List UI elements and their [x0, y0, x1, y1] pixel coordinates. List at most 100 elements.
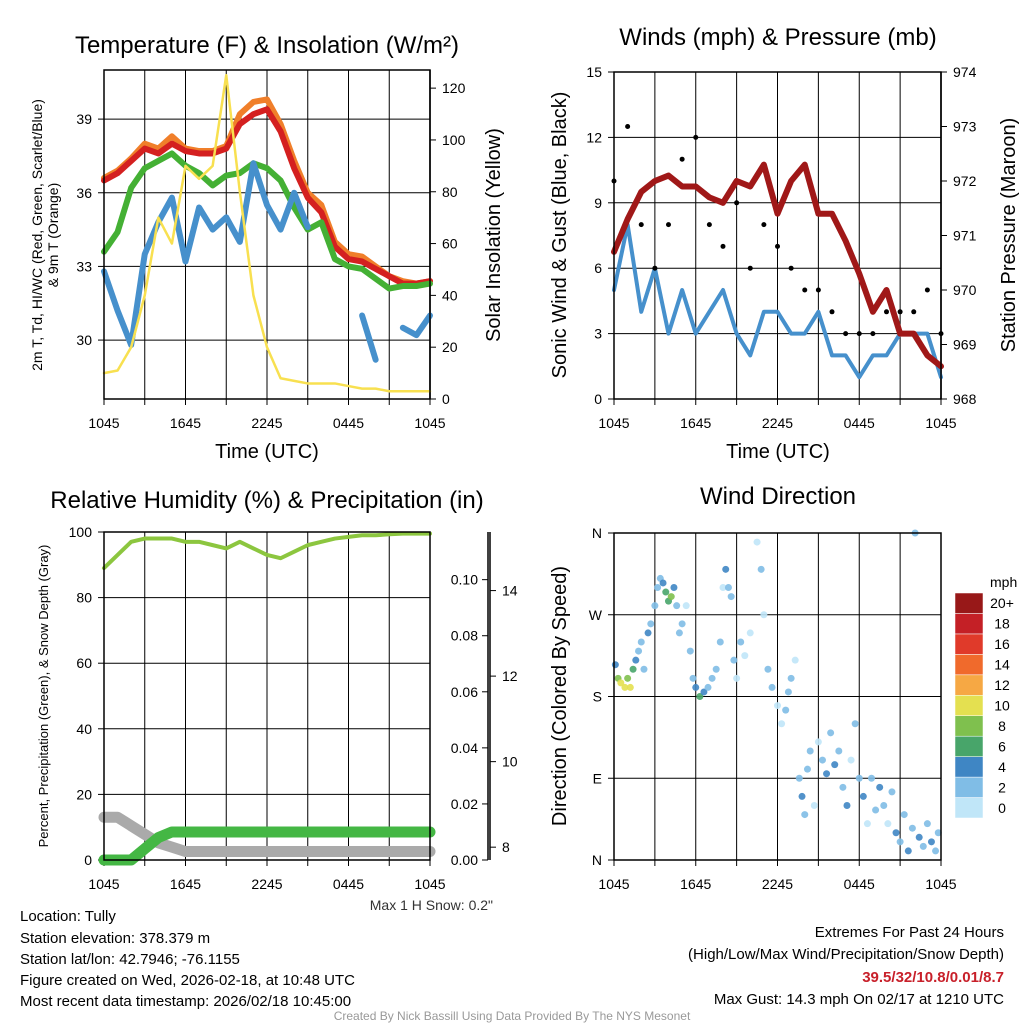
wind-direction-point	[730, 656, 738, 664]
wind-direction-point	[868, 774, 876, 782]
colorbar-swatch	[954, 592, 984, 614]
humidity-x-tick-label: 1045	[414, 876, 445, 892]
temperature-x-tick-label: 1045	[88, 415, 119, 431]
colorbar-swatch	[954, 797, 984, 819]
colorbar-swatch	[954, 654, 984, 676]
wind-direction-point	[753, 538, 761, 546]
colorbar-swatch	[954, 695, 984, 716]
gust-point	[679, 156, 685, 162]
humidity-series-relative-humidity	[102, 531, 432, 571]
temperature-x-tick-label: 1045	[414, 415, 445, 431]
wind-direction-point	[670, 584, 678, 591]
winds-plot-border	[613, 71, 942, 400]
colorbar-label: 12	[994, 677, 1010, 693]
wind-direction-point	[716, 638, 724, 646]
winds-series-station-pressure	[611, 161, 944, 370]
winds-y-tick-label: 12	[586, 129, 602, 145]
wind-direction-point	[908, 824, 916, 832]
gust-point	[652, 265, 658, 271]
wind-direction-point	[692, 683, 700, 691]
wind-direction-point	[722, 565, 730, 573]
gust-point	[788, 265, 794, 271]
temperature-series-td	[101, 150, 433, 292]
gust-point	[666, 222, 671, 228]
direction-plot-border	[613, 532, 942, 861]
gust-point	[720, 243, 726, 249]
wind-direction-point	[814, 738, 822, 746]
wind-direction-point	[803, 765, 811, 773]
winds-chart-title: Winds (mph) & Pressure (mb)	[619, 24, 936, 51]
wind-direction-point	[626, 683, 634, 691]
gust-point	[911, 309, 917, 315]
gust-point	[897, 309, 903, 315]
temperature-x-tick-label: 1645	[170, 415, 201, 431]
wind-direction-point	[927, 838, 935, 846]
humidity-plot-border	[103, 531, 431, 861]
wind-direction-point	[872, 806, 880, 814]
wind-direction-point	[896, 838, 904, 846]
colorbar-label: 6	[998, 738, 1006, 754]
direction-x-tick-label: 1045	[598, 876, 629, 892]
gust-point	[843, 331, 849, 337]
winds-x-tick-label: 2245	[762, 415, 793, 431]
wind-direction-point	[932, 847, 940, 855]
wind-direction-point	[700, 688, 708, 696]
insolation-axis-tick-label: 80	[442, 184, 458, 200]
winds-y-tick-label: 15	[586, 64, 602, 80]
precip-axis-tick-label: 0.06	[451, 684, 478, 700]
temperature-y-label: 2m T, Td, HI/WC (Red, Green, Scarlet/Blu…	[29, 99, 45, 371]
direction-y-tick-label: N	[592, 525, 602, 541]
wind-direction-point	[810, 802, 818, 809]
precip-axis-tick-label: 0.10	[451, 572, 478, 588]
temperature-y-tick-label: 30	[76, 332, 92, 348]
pressure-y-label: Station Pressure (Maroon)	[998, 118, 1020, 353]
wind-direction-point	[876, 783, 884, 791]
wind-direction-point	[778, 720, 786, 728]
precip-axis-tick-label: 0.00	[451, 852, 478, 868]
wind-direction-point	[795, 774, 803, 782]
pressure-axis-tick-label: 971	[953, 228, 977, 244]
colorbar-swatch	[954, 756, 984, 778]
pressure-axis-tick-label: 974	[953, 64, 977, 80]
colorbar-swatch	[954, 613, 984, 635]
wind-direction-point	[760, 611, 768, 619]
wind-direction-point	[835, 747, 843, 755]
wind-direction-point	[764, 665, 772, 673]
direction-y-tick-label: S	[593, 689, 602, 705]
humidity-x-tick-label: 0445	[333, 876, 364, 892]
gust-point	[870, 331, 876, 337]
colorbar-label: 0	[998, 800, 1006, 816]
insolation-axis-tick-label: 120	[442, 80, 466, 96]
wind-direction-point	[654, 584, 662, 591]
wind-direction-point	[617, 679, 625, 687]
humidity-y-tick-label: 40	[76, 721, 92, 737]
precip-axis-tick-label: 0.04	[451, 740, 478, 756]
gust-point	[829, 309, 835, 315]
insolation-axis-tick-label: 40	[442, 287, 458, 303]
wind-direction-point	[818, 756, 826, 764]
wind-direction-point	[784, 688, 792, 696]
wind-direction-point	[659, 579, 667, 587]
credit-text: Created By Nick Bassill Using Data Provi…	[334, 1009, 691, 1023]
temperature-plot-border	[103, 69, 431, 400]
gust-point	[747, 265, 753, 271]
gust-point	[706, 222, 712, 228]
wind-direction-point	[647, 620, 655, 628]
temperature-series-solar-insolation	[102, 73, 432, 393]
direction-chart-title: Wind Direction	[700, 483, 856, 510]
direction-x-tick-label: 1645	[680, 876, 711, 892]
direction-y-tick-label: N	[592, 852, 602, 868]
temperature-chart-title: Temperature (F) & Insolation (W/m²)	[75, 32, 459, 59]
gust-point	[638, 222, 644, 228]
winds-y-tick-label: 9	[594, 195, 602, 211]
wind-direction-point	[667, 593, 675, 601]
temperature-series-hi-wc	[359, 312, 379, 363]
winds-x-tick-label: 1045	[925, 415, 956, 431]
colorbar-label: 20+	[990, 595, 1014, 611]
wind-direction-point	[712, 665, 720, 673]
direction-x-tick-label: 2245	[762, 876, 793, 892]
pressure-axis-tick-label: 968	[953, 391, 977, 407]
wind-direction-point	[696, 693, 704, 700]
wind-direction-point	[847, 756, 855, 764]
pressure-axis-tick-label: 973	[953, 119, 977, 135]
